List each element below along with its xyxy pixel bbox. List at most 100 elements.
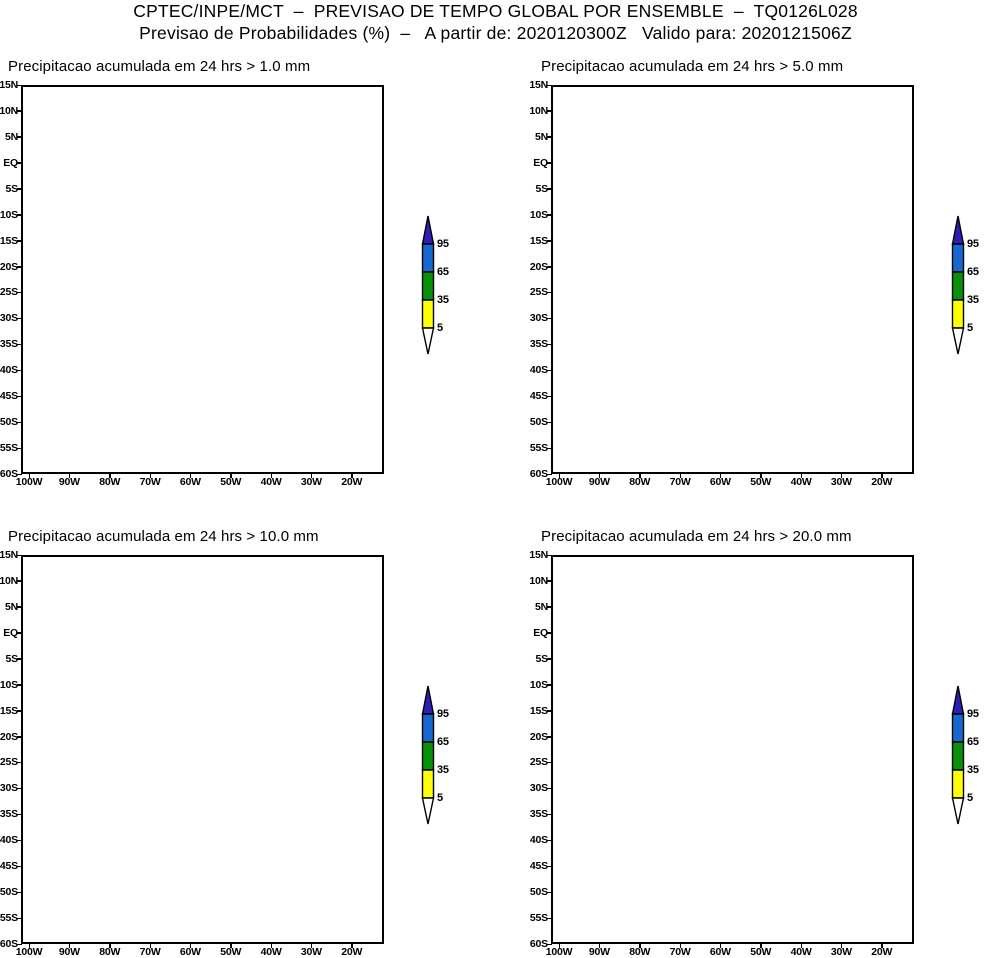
- y-tick-label: 25S: [0, 286, 18, 299]
- y-tick-label: 20S: [0, 260, 18, 273]
- colorbar-band-3: [951, 299, 965, 329]
- y-tick-mark: [547, 369, 552, 372]
- y-tick-mark: [17, 917, 22, 920]
- y-tick-label: 15S: [0, 234, 18, 247]
- y-tick-mark: [547, 162, 552, 164]
- colorbar-band-4: [421, 327, 435, 355]
- y-tick-label: 45S: [529, 860, 548, 873]
- probability-field-2: [551, 85, 914, 474]
- y-tick-label: 20S: [529, 260, 548, 273]
- y-tick-label: 60S: [0, 468, 18, 480]
- y-tick-mark: [547, 813, 552, 816]
- x-tick-label: 30W: [300, 476, 322, 488]
- x-tick-mark: [719, 943, 722, 948]
- x-tick-label: 60W: [179, 476, 201, 488]
- y-tick-label: 25S: [529, 286, 548, 299]
- y-tick-mark: [547, 917, 552, 920]
- y-tick-label: 10N: [0, 104, 18, 117]
- probability-field-3: [21, 555, 384, 944]
- x-tick-label: 30W: [830, 476, 852, 488]
- x-tick-label: 20W: [871, 946, 893, 958]
- x-tick-label: 90W: [588, 946, 610, 958]
- y-tick-label: 15N: [0, 549, 18, 561]
- map-3: [21, 555, 384, 944]
- colorbar-label-5: 5: [437, 322, 443, 334]
- y-tick-label: 5N: [534, 600, 548, 613]
- colorbar-band-0: [421, 215, 435, 245]
- map-frame-1: [21, 85, 384, 474]
- x-tick-label: 70W: [139, 476, 161, 488]
- x-tick-mark: [351, 473, 353, 478]
- y-tick-mark: [17, 658, 22, 660]
- x-tick-mark: [230, 943, 232, 948]
- colorbar-band-1: [421, 243, 435, 273]
- x-tick-label: 70W: [139, 946, 161, 958]
- colorbar-label-65: 65: [437, 736, 449, 748]
- y-tick-mark: [547, 943, 552, 945]
- x-tick-mark: [149, 943, 152, 948]
- y-tick-mark: [547, 865, 552, 868]
- y-tick-mark: [547, 214, 552, 216]
- y-tick-mark: [547, 580, 552, 582]
- y-tick-mark: [17, 162, 22, 164]
- y-tick-mark: [17, 943, 22, 945]
- y-tick-mark: [17, 188, 22, 190]
- y-tick-mark: [17, 240, 22, 242]
- y-tick-mark: [547, 317, 552, 320]
- x-tick-label: 20W: [871, 476, 893, 488]
- y-tick-label: EQ: [533, 156, 548, 169]
- map-2: [551, 85, 914, 474]
- y-tick-mark: [547, 658, 552, 660]
- colorbar-swatches: [951, 215, 965, 355]
- x-tick-label: 90W: [58, 946, 80, 958]
- y-tick-label: EQ: [533, 626, 548, 639]
- y-tick-mark: [17, 110, 22, 112]
- x-tick-label: 20W: [341, 946, 363, 958]
- y-tick-label: 40S: [529, 834, 548, 847]
- y-tick-label: 35S: [529, 808, 548, 821]
- x-tick-label: 30W: [830, 946, 852, 958]
- x-tick-mark: [230, 473, 232, 478]
- y-tick-label: 30S: [0, 312, 18, 325]
- colorbar-label-5: 5: [967, 322, 973, 334]
- y-tick-label: 20S: [0, 730, 18, 743]
- y-tick-mark: [17, 580, 22, 582]
- x-tick-label: 40W: [790, 476, 812, 488]
- colorbar-band-2: [951, 741, 965, 771]
- y-tick-label: EQ: [3, 626, 18, 639]
- y-tick-mark: [547, 632, 552, 634]
- colorbar-label-35: 35: [967, 764, 979, 776]
- x-tick-mark: [800, 473, 803, 478]
- x-tick-mark: [840, 473, 843, 478]
- x-tick-mark: [149, 473, 152, 478]
- y-tick-label: 50S: [0, 886, 18, 899]
- x-tick-label: 100W: [15, 476, 43, 488]
- y-tick-label: 35S: [529, 338, 548, 351]
- colorbar-swatches: [951, 685, 965, 825]
- y-tick-mark: [547, 787, 552, 790]
- x-tick-mark: [760, 943, 762, 948]
- x-tick-label: 80W: [629, 476, 651, 488]
- y-tick-mark: [17, 369, 22, 372]
- y-tick-label: 5S: [535, 652, 549, 665]
- colorbar-swatches: [421, 685, 435, 825]
- colorbar-band-0: [951, 215, 965, 245]
- y-tick-label: 30S: [0, 782, 18, 795]
- x-tick-label: 90W: [58, 476, 80, 488]
- colorbar-label-95: 95: [437, 708, 449, 720]
- y-tick-label: 15N: [0, 79, 18, 91]
- y-tick-label: 5N: [534, 130, 548, 143]
- map-frame-2: [551, 85, 914, 474]
- y-tick-mark: [547, 266, 552, 268]
- x-tick-mark: [351, 943, 353, 948]
- y-tick-label: 40S: [0, 364, 18, 377]
- y-tick-label: 20S: [529, 730, 548, 743]
- y-tick-mark: [17, 421, 22, 424]
- y-tick-mark: [547, 473, 552, 475]
- colorbar-label-65: 65: [967, 266, 979, 278]
- y-tick-mark: [17, 84, 22, 86]
- x-tick-mark: [270, 943, 273, 948]
- y-tick-mark: [17, 554, 22, 556]
- x-tick-mark: [68, 943, 71, 948]
